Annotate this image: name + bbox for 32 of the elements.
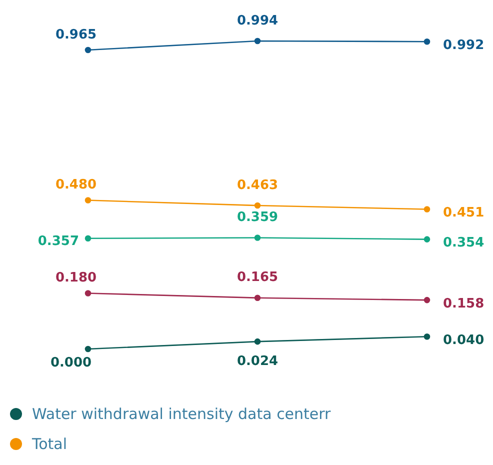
data-label: 0.180 [55,270,97,286]
point [424,333,430,340]
data-label: 0.354 [443,236,484,251]
data-label: 0.000 [50,355,92,370]
point [254,338,261,345]
point [424,38,430,45]
point [254,202,261,209]
data-label: 0.480 [55,178,97,193]
point [424,236,430,242]
point [84,197,92,204]
point [84,290,92,296]
data-label: 0.965 [55,27,97,42]
data-label: 0.357 [38,234,79,249]
data-label: 0.451 [443,206,484,221]
point [84,46,92,54]
data-label: 0.158 [443,296,484,312]
point [84,235,92,242]
data-label: 0.024 [236,354,278,369]
data-label: 0.040 [443,332,484,348]
point [424,206,430,212]
data-label: 0.165 [236,270,278,286]
point [254,294,261,302]
point [254,234,261,241]
data-label: 0.463 [236,178,278,193]
data-label: 0.992 [443,38,484,53]
data-label: 0.359 [236,210,278,226]
point [424,296,430,304]
legend-label: Total [32,435,68,453]
legend-label: Water withdrawal intensity data centerr [32,405,331,423]
point [254,38,261,44]
point [84,346,92,352]
data-label: 0.994 [236,13,278,28]
